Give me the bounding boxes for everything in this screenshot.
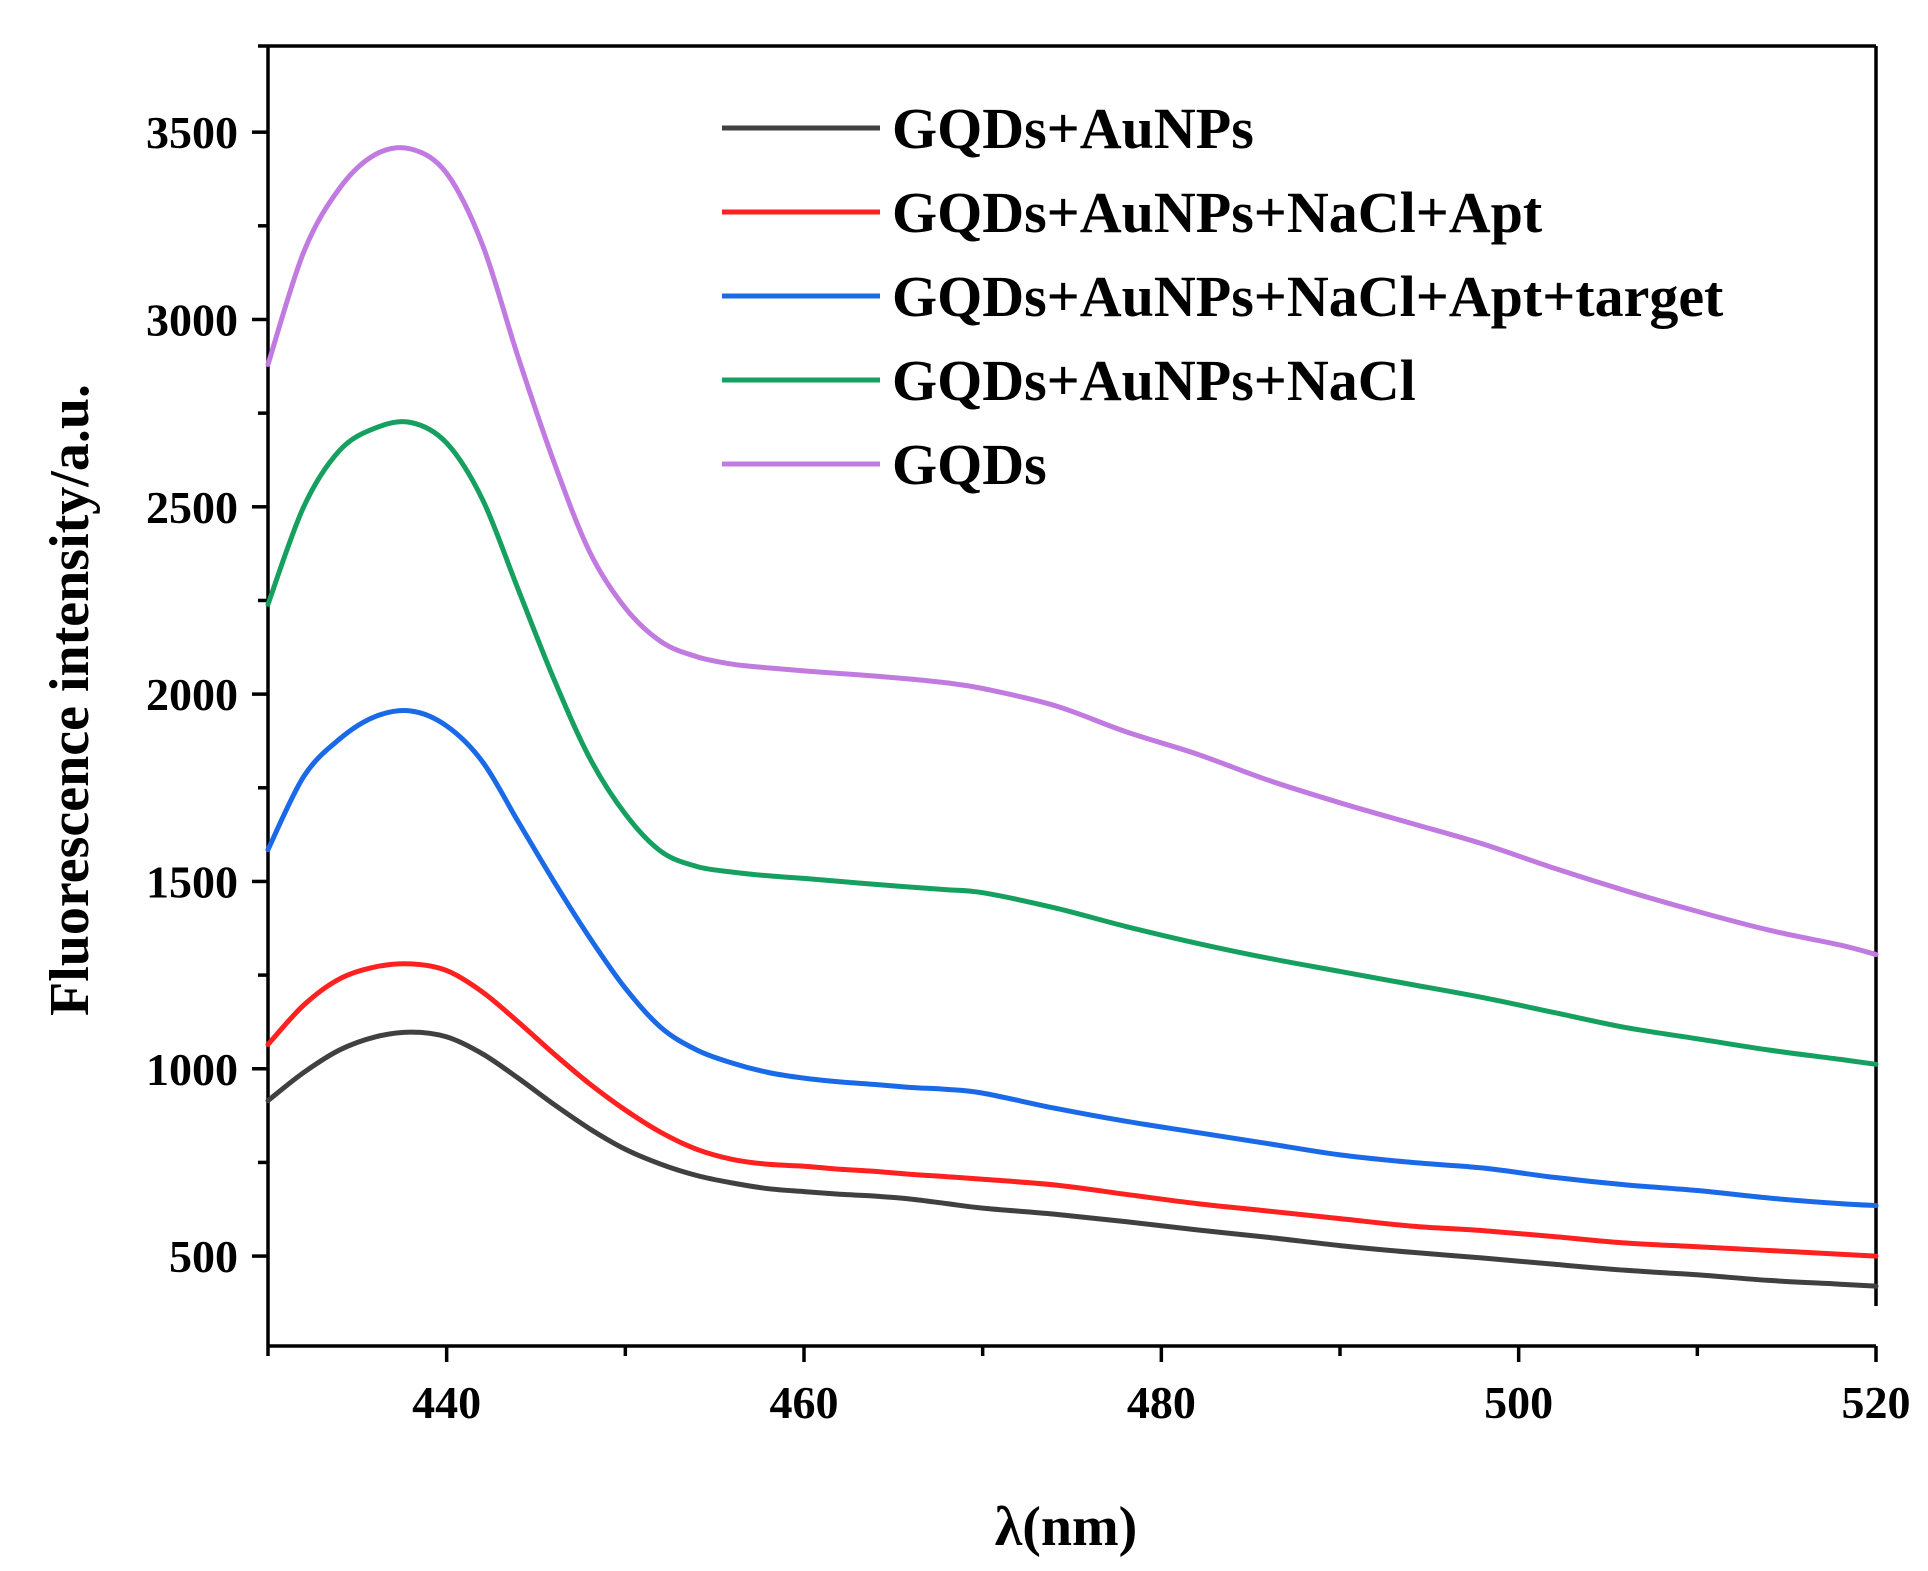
x-tick-label: 520 [1842,1377,1911,1428]
y-tick-label: 1000 [146,1044,238,1095]
x-axis: 440 460 480 500 520 [266,1346,1911,1428]
legend: GQDs+AuNPs GQDs+AuNPs+NaCl+Apt GQDs+AuNPs+… [722,96,1724,497]
series-line-gqds-aunps-nacl-apt [265,961,1879,1259]
x-tick-label: 440 [412,1377,481,1428]
x-axis-title: λ(nm) [995,1496,1138,1558]
legend-label: GQDs [892,432,1047,497]
series-line-gqds-aunps-nacl [265,419,1879,1067]
legend-item: GQDs+AuNPs+NaCl+Apt+target [722,264,1724,329]
legend-item: GQDs [722,432,1047,497]
x-tick-label: 480 [1127,1377,1196,1428]
y-tick-label: 3500 [146,107,238,158]
y-tick-label: 1500 [146,856,238,907]
y-axis: 500 1000 1500 2000 2500 3000 3500 [146,44,268,1282]
legend-item: GQDs+AuNPs [722,96,1254,161]
x-tick-label: 500 [1484,1377,1553,1428]
legend-label: GQDs+AuNPs+NaCl+Apt [892,180,1543,245]
series-line-gqds-aunps-nacl-apt-target [265,708,1879,1208]
legend-label: GQDs+AuNPs+NaCl+Apt+target [892,264,1724,329]
x-tick-label: 460 [770,1377,839,1428]
series-line-gqds [265,145,1879,957]
y-tick-label: 2000 [146,669,238,720]
y-tick-label: 2500 [146,482,238,533]
legend-item: GQDs+AuNPs+NaCl [722,348,1416,413]
legend-label: GQDs+AuNPs [892,96,1254,161]
series-group [265,145,1879,1289]
plot-frame [266,44,1878,1348]
legend-label: GQDs+AuNPs+NaCl [892,348,1416,413]
legend-item: GQDs+AuNPs+NaCl+Apt [722,180,1543,245]
y-tick-label: 500 [169,1231,238,1282]
series-line-gqds-aunps [265,1029,1879,1289]
y-tick-label: 3000 [146,294,238,345]
y-axis-title: Fluorescence intensity/a.u. [39,384,101,1016]
